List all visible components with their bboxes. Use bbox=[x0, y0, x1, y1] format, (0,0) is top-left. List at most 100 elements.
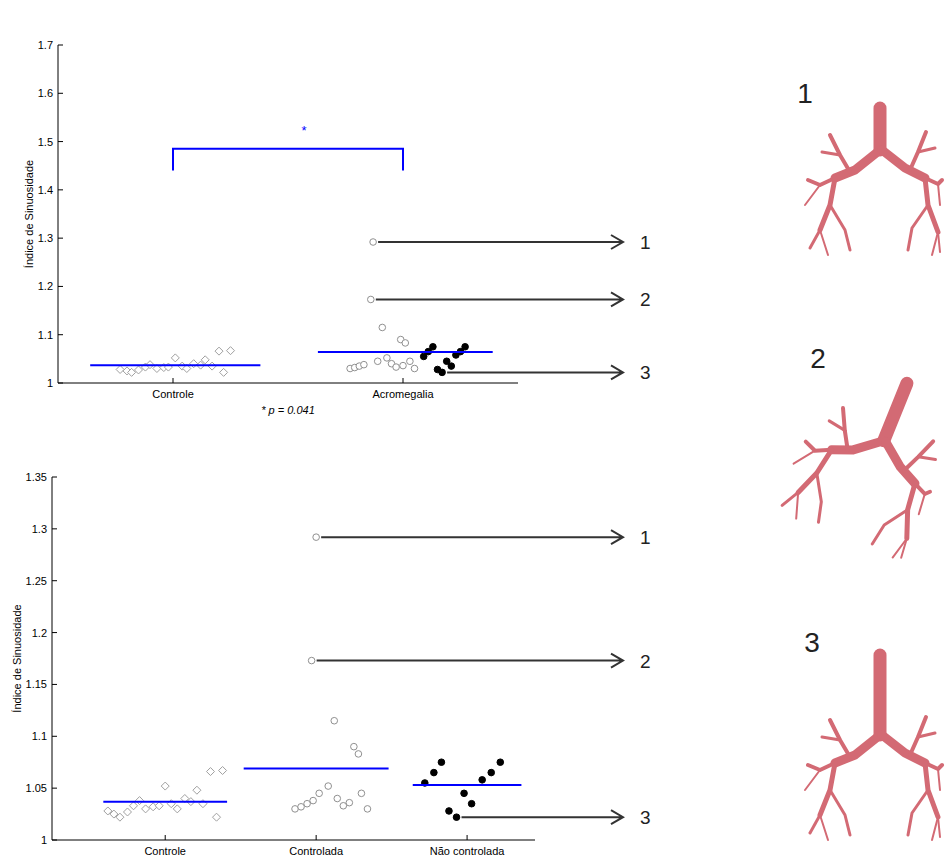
y-axis-line bbox=[58, 45, 59, 383]
panel: 11.051.11.151.21.251.31.35ControleContro… bbox=[11, 471, 651, 857]
data-point bbox=[370, 239, 377, 246]
airway-branch bbox=[932, 817, 938, 840]
y-tick bbox=[52, 788, 57, 789]
data-point bbox=[400, 362, 407, 369]
data-point bbox=[334, 795, 341, 802]
data-point bbox=[130, 802, 138, 810]
x-tick-label: Controlada bbox=[289, 845, 344, 857]
mean-line bbox=[318, 351, 493, 353]
data-point bbox=[355, 751, 362, 758]
airway-branch bbox=[875, 441, 925, 483]
airway-model bbox=[805, 655, 942, 840]
y-tick bbox=[58, 286, 63, 287]
airway-branch bbox=[820, 763, 835, 815]
x-tick bbox=[316, 835, 317, 840]
airway-branch bbox=[918, 453, 935, 463]
airway-branch bbox=[884, 383, 907, 440]
callout-arrow bbox=[376, 292, 623, 306]
data-point bbox=[201, 356, 209, 364]
y-tick-label: 1.1 bbox=[38, 329, 53, 341]
airway-branch bbox=[789, 492, 806, 518]
airway-branch bbox=[810, 230, 820, 248]
airway-branch bbox=[899, 538, 908, 557]
data-point bbox=[461, 790, 468, 797]
y-tick-label: 1.3 bbox=[38, 232, 53, 244]
data-point bbox=[325, 783, 332, 790]
data-point bbox=[488, 769, 495, 776]
airway-branch bbox=[800, 473, 835, 522]
significance-bracket bbox=[173, 149, 403, 171]
y-tick bbox=[52, 632, 57, 633]
callout-arrow bbox=[462, 810, 623, 824]
airway-branch bbox=[828, 421, 846, 431]
plot-area bbox=[103, 534, 521, 821]
data-point bbox=[438, 759, 445, 766]
y-axis-line bbox=[52, 477, 53, 840]
data-point bbox=[116, 365, 124, 373]
airway-branch bbox=[820, 815, 828, 840]
y-tick bbox=[52, 840, 57, 841]
data-point bbox=[219, 767, 227, 775]
x-tick-label: Controle bbox=[152, 388, 194, 400]
airway-branch bbox=[874, 655, 887, 735]
data-point bbox=[361, 361, 368, 368]
mean-line bbox=[90, 364, 260, 366]
data-point bbox=[206, 768, 214, 776]
callout-label: 1 bbox=[640, 232, 651, 253]
y-tick-label: 1.5 bbox=[38, 136, 53, 148]
airway-branch bbox=[938, 817, 940, 837]
data-point bbox=[298, 804, 305, 811]
data-point bbox=[364, 806, 371, 813]
y-tick bbox=[52, 684, 57, 685]
data-point bbox=[161, 782, 169, 790]
significance-mark: * bbox=[301, 123, 306, 138]
y-tick-label: 1.15 bbox=[26, 678, 47, 690]
mean-line bbox=[103, 801, 227, 803]
airway-branch bbox=[810, 815, 820, 833]
airway-branch bbox=[805, 185, 820, 205]
data-point bbox=[358, 790, 365, 797]
data-point bbox=[351, 743, 358, 750]
y-tick-label: 1 bbox=[41, 834, 47, 846]
data-point bbox=[479, 777, 486, 784]
airway-branch bbox=[832, 424, 884, 467]
data-point bbox=[227, 347, 235, 355]
data-point bbox=[213, 813, 221, 821]
data-point bbox=[171, 354, 179, 362]
airway-branch bbox=[938, 184, 940, 205]
data-point bbox=[190, 360, 198, 368]
figure: 11.11.21.31.41.51.61.7ControleAcromegali… bbox=[0, 0, 952, 859]
airway-branch bbox=[874, 108, 887, 150]
data-point bbox=[384, 355, 391, 362]
y-tick-label: 1.2 bbox=[32, 627, 47, 639]
x-tick bbox=[403, 378, 404, 383]
data-point bbox=[430, 343, 437, 350]
y-tick-label: 1.35 bbox=[26, 471, 47, 483]
data-point bbox=[313, 534, 320, 541]
data-point bbox=[155, 802, 163, 810]
plot-area bbox=[90, 239, 493, 377]
y-tick-label: 1.7 bbox=[38, 39, 53, 51]
airway-branch bbox=[782, 489, 798, 509]
x-axis-line bbox=[58, 383, 518, 384]
y-tick bbox=[58, 383, 63, 384]
data-point bbox=[220, 368, 228, 376]
y-tick bbox=[52, 528, 57, 529]
y-tick bbox=[52, 580, 57, 581]
y-tick-label: 1.1 bbox=[32, 730, 47, 742]
airway-branch bbox=[895, 484, 927, 539]
airway-label: 2 bbox=[810, 343, 826, 374]
data-point bbox=[446, 808, 453, 815]
callout-label: 3 bbox=[640, 807, 651, 828]
x-tick-label: Acromegalia bbox=[372, 388, 434, 400]
airway-model bbox=[805, 108, 942, 255]
airway-branch bbox=[794, 445, 815, 469]
callout-label: 2 bbox=[640, 651, 651, 672]
data-point bbox=[468, 800, 475, 807]
data-point bbox=[402, 340, 409, 347]
y-tick-label: 1.3 bbox=[32, 523, 47, 535]
airway-branch bbox=[820, 230, 828, 255]
airway-branch bbox=[820, 178, 835, 230]
y-tick-label: 1 bbox=[47, 377, 53, 389]
airway-branch bbox=[822, 152, 840, 155]
